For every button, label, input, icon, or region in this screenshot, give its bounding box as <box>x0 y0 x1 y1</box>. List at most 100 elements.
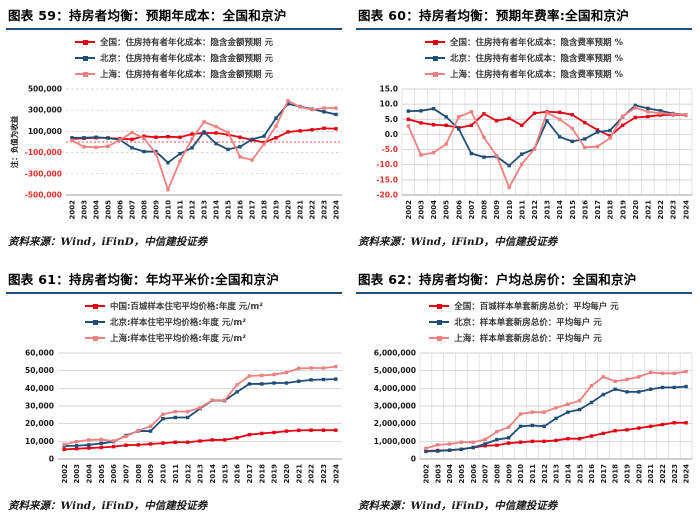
data-point <box>87 438 91 442</box>
data-point <box>142 134 146 138</box>
data-point <box>94 145 98 150</box>
data-point <box>161 412 165 417</box>
data-point <box>595 128 600 132</box>
x-tick-label: 2011 <box>529 464 537 484</box>
y-tick-label: 6,000,000 <box>374 349 416 358</box>
data-point <box>309 378 313 382</box>
data-point <box>672 371 676 376</box>
data-point <box>173 410 178 414</box>
x-tick-label: 2016 <box>234 464 242 484</box>
series-line <box>64 378 336 447</box>
data-point <box>482 112 486 116</box>
figure-59-title: 图表 59：持房者均衡：预期年成本：全国和京沪 <box>8 8 287 23</box>
x-tick-label: 2009 <box>153 200 161 220</box>
data-point <box>272 372 276 377</box>
data-point <box>620 123 625 128</box>
data-point <box>518 412 523 416</box>
y-tick-label: 0.0 <box>385 130 398 139</box>
data-point <box>518 440 523 445</box>
x-tick-label: 2008 <box>481 200 489 220</box>
x-tick-label: 2010 <box>506 200 514 220</box>
x-tick-label: 2003 <box>73 464 81 484</box>
y-tick-label: 15.0 <box>379 85 398 94</box>
x-tick-label: 2004 <box>446 464 454 484</box>
data-point <box>658 111 663 116</box>
data-point <box>684 369 688 374</box>
data-point <box>601 431 606 436</box>
x-tick-label: 2024 <box>333 200 341 220</box>
data-point <box>671 112 675 116</box>
data-point <box>274 116 278 120</box>
data-point <box>286 102 290 106</box>
data-point <box>94 135 98 140</box>
data-point <box>482 135 486 140</box>
data-point <box>198 439 202 443</box>
data-point <box>297 366 301 371</box>
y-tick-label: 1,000,000 <box>374 437 416 446</box>
data-point <box>554 438 558 443</box>
figure-62-chart: 2002 2003 2004 2005 2006 2007 2008 2009 2010 2011… <box>374 349 693 484</box>
legend-label: 全国：住房持有者年化成本：隐含费率预期 % <box>450 38 623 49</box>
data-point <box>625 428 629 432</box>
data-point <box>507 164 511 168</box>
figure-60-panel: 图表 60：持房者均衡：预期年费率:全国和京沪 全国：住房持有者年化成本：隐含费… <box>350 0 700 264</box>
x-tick-label: 2007 <box>123 464 131 484</box>
data-point <box>235 436 239 440</box>
data-point <box>321 377 326 382</box>
x-tick-label: 2012 <box>184 464 192 484</box>
legend-item: 上海:样本住宅平均价格:年度 元/m² <box>85 331 263 345</box>
legend-label: 上海:样本住宅平均价格:年度 元/m² <box>110 334 246 345</box>
data-point <box>235 390 239 394</box>
x-tick-label: 2024 <box>683 464 691 484</box>
data-point <box>406 124 411 128</box>
data-point <box>260 373 264 378</box>
data-point <box>646 114 650 119</box>
legend-label: 上海：样本单套新房总价：平均每户 元 <box>454 334 602 345</box>
data-point <box>70 136 74 140</box>
data-point <box>148 429 153 433</box>
data-point <box>648 387 653 392</box>
data-point <box>226 147 230 152</box>
data-point <box>444 123 448 128</box>
data-point <box>566 437 570 441</box>
figure-61-title: 图表 61：持房者均衡：年均平米价:全国和京沪 <box>8 272 280 287</box>
figure-59-source: 资料来源：Wind，iFinD，中信建投证券 <box>8 236 208 249</box>
data-point <box>471 440 475 445</box>
data-point <box>297 379 301 384</box>
data-point <box>570 126 574 131</box>
data-point <box>506 425 511 430</box>
data-point <box>613 379 617 384</box>
data-point <box>419 153 423 157</box>
x-tick-label: 2021 <box>297 200 305 220</box>
data-point <box>625 377 629 382</box>
legend-label: 上海：住房持有者年化成本：隐含费率预期 % <box>450 70 623 81</box>
data-point <box>62 442 66 447</box>
data-point <box>310 108 314 112</box>
x-tick-label: 2016 <box>581 200 589 220</box>
x-tick-label: 2020 <box>285 200 293 220</box>
x-tick-label: 2010 <box>165 200 173 220</box>
series-line <box>425 422 687 453</box>
data-point <box>334 106 338 110</box>
data-point <box>613 387 617 392</box>
data-point <box>322 110 326 114</box>
data-point <box>260 382 264 386</box>
data-point <box>262 134 266 138</box>
data-point <box>483 442 487 446</box>
y-tick-label: -20.0 <box>376 191 398 200</box>
data-point <box>633 103 637 108</box>
data-point <box>637 390 641 394</box>
title-rule <box>6 291 342 295</box>
data-point <box>154 135 158 140</box>
data-point <box>459 447 464 452</box>
data-point <box>530 439 535 444</box>
figure-59-panel: 图表 59：持房者均衡：预期年成本：全国和京沪 全国：住房持有者年化成本：隐含金… <box>0 0 350 264</box>
x-tick-label: 2017 <box>249 200 257 220</box>
y-tick-label: -100,000 <box>25 148 62 157</box>
data-point <box>238 155 242 159</box>
data-point <box>447 442 452 446</box>
data-point <box>482 155 486 159</box>
data-point <box>601 392 606 397</box>
data-point <box>424 449 428 454</box>
data-point <box>660 422 665 427</box>
